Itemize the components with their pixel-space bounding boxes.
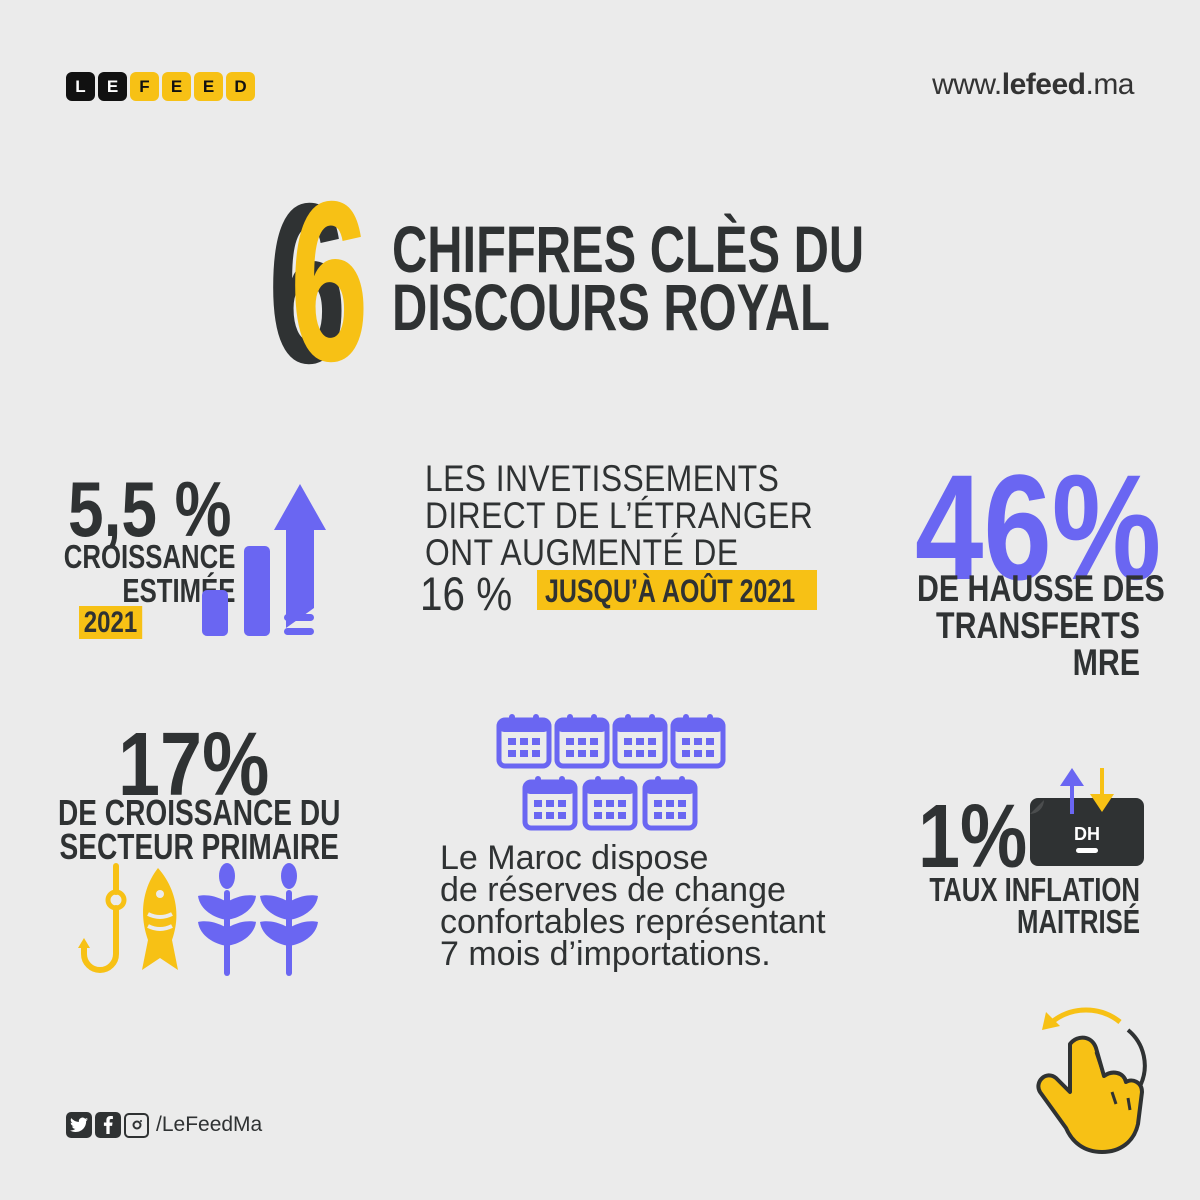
growth-line-1 xyxy=(284,614,314,621)
inflation-value: 1% xyxy=(918,787,1028,887)
arrow-up-icon xyxy=(1060,768,1084,814)
logo-letter: D xyxy=(226,72,255,101)
title-number: 6 xyxy=(290,155,369,409)
transfers-label: DE HAUSSE DES TRANSFERTS MRE xyxy=(868,568,1165,683)
website-domain: lefeed xyxy=(1001,68,1086,101)
primary-line-1: DE CROISSANCE DU xyxy=(58,792,341,833)
fdi-line-2: DIRECT DE L’ÉTRANGER xyxy=(425,495,814,536)
reserves-description: Le Maroc dispose de réserves de change c… xyxy=(440,839,826,973)
facebook-icon[interactable] xyxy=(95,1112,121,1138)
fishing-icon xyxy=(78,863,178,973)
twitter-icon[interactable] xyxy=(66,1112,92,1138)
fish-icon xyxy=(142,868,178,970)
calendar-icon xyxy=(585,776,635,828)
hand-icon xyxy=(1036,1035,1144,1154)
growth-value: 5,5 % xyxy=(68,465,232,553)
banknote-icon xyxy=(1030,798,1144,866)
fdi-description: LES INVETISSEMENTS DIRECT DE L’ÉTRANGER … xyxy=(425,460,813,571)
growth-line-2 xyxy=(284,628,314,635)
reserves-line-4: 7 mois d’importations. xyxy=(440,935,771,973)
growth-label-line-1: CROISSANCE xyxy=(63,538,236,575)
primary-value: 17% xyxy=(118,715,270,815)
transfers-line-2: TRANSFERTS xyxy=(936,605,1140,646)
fdi-line-3: ONT AUGMENTÉ DE xyxy=(425,532,739,573)
calendar-icon xyxy=(557,714,607,766)
lefeed-logo: L E F E E D xyxy=(66,72,255,101)
transfers-value: 46% xyxy=(915,443,1162,611)
fdi-value: 16 % xyxy=(420,567,513,620)
transfers-line-1: DE HAUSSE DES xyxy=(916,568,1165,609)
social-handle: /LeFeedMa xyxy=(156,1113,263,1136)
growth-bar-medium xyxy=(244,546,270,636)
reserves-line-1: Le Maroc dispose xyxy=(440,839,709,877)
wheat-stalk-2 xyxy=(260,863,318,976)
money-icon: DH xyxy=(1030,768,1144,866)
calendar-icon xyxy=(615,714,665,766)
logo-letter: E xyxy=(194,72,223,101)
title-line-1: CHIFFRES CLÈS DU xyxy=(392,212,865,286)
primary-label: DE CROISSANCE DU SECTEUR PRIMAIRE xyxy=(58,792,341,867)
logo-letter: E xyxy=(162,72,191,101)
transfers-line-3: MRE xyxy=(1072,642,1140,683)
inflation-label: TAUX INFLATION MAITRISÉ xyxy=(920,871,1140,940)
growth-bar-small xyxy=(202,590,228,636)
arrow-up-icon xyxy=(274,484,326,628)
instagram-icon[interactable] xyxy=(124,1112,149,1138)
logo-letter: E xyxy=(98,72,127,101)
wheat-icon xyxy=(198,863,318,976)
calendar-months-icon xyxy=(492,712,732,836)
arrow-down-icon xyxy=(1090,768,1114,812)
website-tld: .ma xyxy=(1085,68,1134,101)
inflation-line-2: MAITRISÉ xyxy=(1017,903,1140,940)
reserves-line-2: de réserves de change xyxy=(440,871,786,909)
title-number-shadow: 6 xyxy=(268,157,347,411)
logo-letter: L xyxy=(66,72,95,101)
social-links: /LeFeedMa xyxy=(66,1112,262,1138)
calendar-icon xyxy=(525,776,575,828)
wheat-stalk-1 xyxy=(198,863,256,976)
logo-letter: F xyxy=(130,72,159,101)
primary-line-2: SECTEUR PRIMAIRE xyxy=(59,826,339,867)
page-title: CHIFFRES CLÈS DU DISCOURS ROYAL xyxy=(392,212,865,344)
calendar-icon xyxy=(645,776,695,828)
fdi-line-1: LES INVETISSEMENTS xyxy=(425,458,780,499)
growth-chart-icon xyxy=(202,484,326,636)
fdi-period-badge: JUSQU’À AOÛT 2021 xyxy=(537,570,817,610)
website-url[interactable]: www.lefeed.ma xyxy=(932,68,1134,102)
calendar-icon xyxy=(673,714,723,766)
calendar-icon xyxy=(499,714,549,766)
swipe-arrow-icon xyxy=(1042,1012,1060,1030)
website-prefix: www. xyxy=(932,68,1002,101)
inflation-line-1: TAUX INFLATION xyxy=(929,871,1140,908)
growth-year-badge: 2021 xyxy=(79,606,142,639)
fdi-period: JUSQU’À AOÛT 2021 xyxy=(545,573,796,609)
fish-hook-icon xyxy=(78,863,127,973)
swipe-hand-icon xyxy=(1036,1007,1147,1154)
title-line-2: DISCOURS ROYAL xyxy=(392,270,830,344)
currency-label: DH xyxy=(1074,824,1100,844)
reserves-line-3: confortables représentant xyxy=(440,903,826,941)
